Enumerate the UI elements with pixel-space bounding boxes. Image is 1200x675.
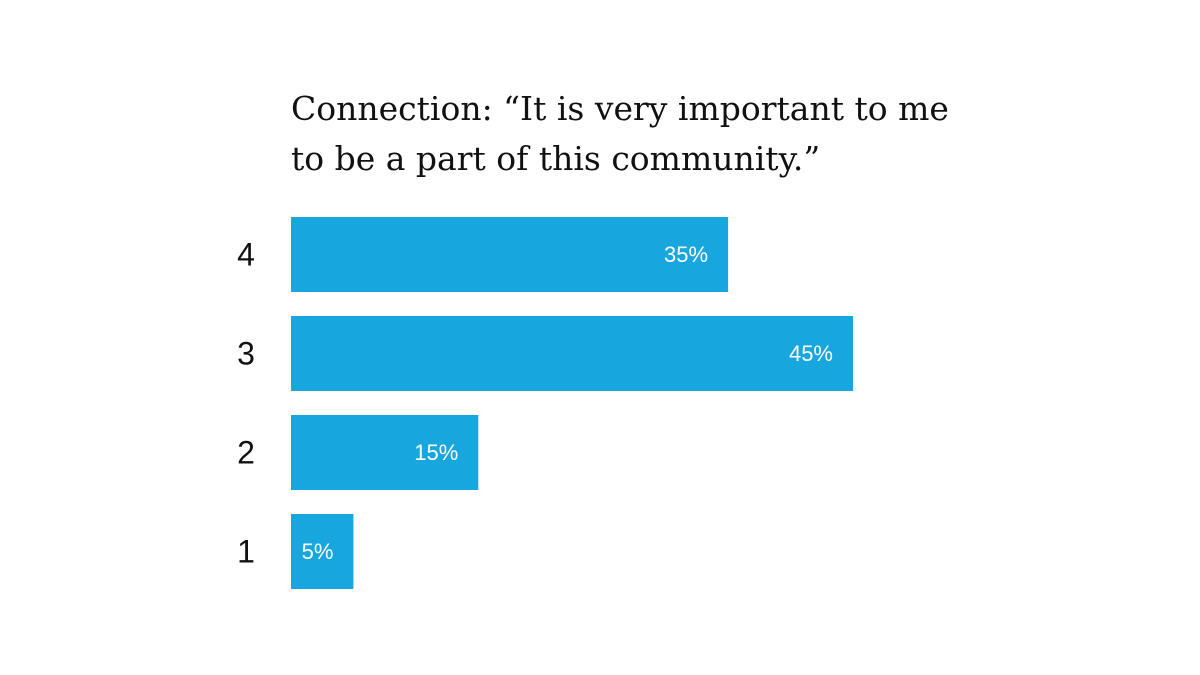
category-label-1: 1 xyxy=(237,534,255,570)
value-label-4: 35% xyxy=(664,242,708,267)
bar-3 xyxy=(291,316,853,391)
chart-title-line-2: to be a part of this community.” xyxy=(291,139,821,178)
category-label-3: 3 xyxy=(237,336,255,372)
chart-title-line-1: Connection: “It is very important to me xyxy=(291,89,949,128)
category-label-4: 4 xyxy=(237,237,255,273)
value-label-1: 5% xyxy=(302,539,334,564)
bar-1 xyxy=(291,514,354,589)
bar-2 xyxy=(291,415,479,490)
bar-4 xyxy=(291,217,729,292)
category-label-2: 2 xyxy=(237,435,255,471)
chart-title: Connection: “It is very important to me … xyxy=(291,84,991,184)
value-label-3: 45% xyxy=(789,341,833,366)
value-label-2: 15% xyxy=(414,440,458,465)
